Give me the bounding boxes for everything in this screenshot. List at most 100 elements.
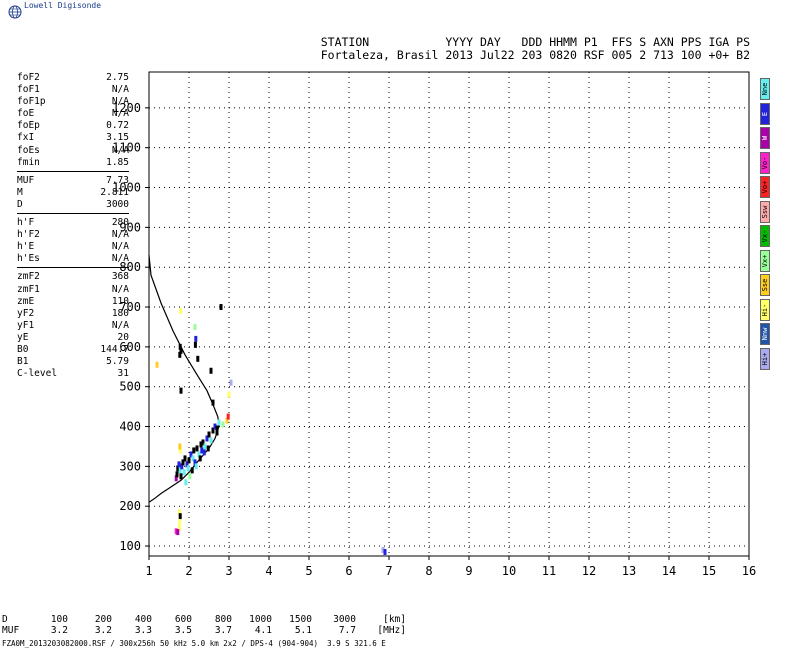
table-cell: 1500 [289, 614, 312, 625]
echo-point [195, 445, 199, 452]
echo-point [205, 435, 209, 442]
logo [8, 4, 22, 23]
echo-point [179, 347, 183, 354]
legend-item: Hi+ [760, 347, 770, 370]
x-tick-label: 3 [225, 564, 232, 578]
param-row: h'F2 N/A [17, 229, 129, 241]
legend-item: Hi- [760, 298, 770, 321]
param-row: foE N/A [17, 108, 129, 120]
echo-point [200, 447, 204, 454]
table-cell: 100 [50, 614, 68, 625]
param-label: foF1 [17, 84, 40, 96]
param-group-frequencies: foF2 2.75 foF1 N/A foF1p N/A foE N/A foEp 0.72 fxI… [17, 72, 129, 169]
y-tick-label: 300 [119, 459, 141, 473]
echo-point [217, 419, 221, 426]
param-row: M 2.811 [17, 187, 129, 199]
table-cell: 3.3 [134, 625, 152, 636]
table-cell: 3000 [333, 614, 356, 625]
legend-label: Vo+ [761, 180, 769, 194]
legend-item: Vo- [760, 151, 770, 174]
param-label: C-level [17, 368, 58, 380]
polarization-legend: Nne E W Vo- Vo+ Ssw Vx- Vx+ Sse Hi- Nnw Hi+ [760, 78, 772, 372]
echo-point [196, 355, 200, 362]
echo-point [213, 423, 217, 430]
echo-point [219, 304, 223, 311]
param-label: zmF1 [17, 283, 40, 295]
echo-point [383, 549, 387, 556]
echo-point [177, 509, 181, 516]
echo-point [188, 473, 192, 480]
y-tick-label: 1100 [112, 141, 141, 155]
table-unit: [MHz] [377, 625, 406, 636]
y-tick-label: 700 [119, 300, 141, 314]
legend-label: Nne [761, 82, 769, 96]
param-group-heights: h'F 280 h'F2 N/A h'E N/A h'Es N/A [17, 217, 129, 265]
echo-point [215, 429, 219, 436]
legend-label: Vx- [761, 229, 769, 243]
echo-point [211, 427, 215, 434]
echo-point [175, 471, 179, 478]
x-tick-label: 16 [742, 564, 756, 578]
echo-point [199, 441, 203, 448]
param-value: 2.75 [106, 72, 129, 83]
param-label: fmin [17, 156, 40, 168]
table-cell: 5.1 [294, 625, 312, 636]
table-cell: 4.1 [254, 625, 272, 636]
legend-item: Nne [760, 78, 770, 100]
param-label: foEp [17, 120, 40, 132]
param-value: 3.15 [106, 132, 129, 144]
legend-item: Vo+ [760, 176, 770, 198]
table-cell: 400 [134, 614, 152, 625]
x-tick-label: 11 [542, 564, 556, 578]
x-tick-label: 2 [185, 564, 192, 578]
parameter-panel: foF2 2.75 foF1 N/A foF1p N/A foE N/A foEp 0.72 fxI… [17, 72, 129, 380]
echo-point [206, 445, 210, 452]
param-label: B1 [17, 356, 29, 368]
param-value: 280 [111, 217, 129, 229]
x-tick-label: 9 [465, 564, 472, 578]
legend-label: Hi+ [761, 352, 769, 365]
echo-point [197, 451, 201, 458]
echo-point [178, 351, 182, 358]
param-value: N/A [111, 229, 129, 241]
x-tick-label: 10 [502, 564, 516, 578]
table-row-label: MUF [2, 625, 20, 636]
echo-point [226, 413, 230, 420]
legend-label: E [761, 111, 769, 116]
param-group-muf: MUF 7.73 M 2.811 D 3000 [17, 175, 129, 211]
x-tick-label: 13 [622, 564, 636, 578]
echo-point [187, 457, 191, 464]
y-tick-label: 100 [119, 539, 141, 553]
param-value: N/A [111, 241, 129, 253]
table-cell: 3.5 [174, 625, 192, 636]
param-value: N/A [111, 283, 129, 295]
table-cell: 3.7 [214, 625, 232, 636]
param-value: N/A [111, 96, 129, 108]
header-labels: STATION YYYY DAY DDD HHMM P1 FFS S AXN P… [320, 35, 750, 49]
param-value: 1.85 [106, 156, 129, 168]
param-row: fxI 3.15 [17, 132, 129, 144]
echo-point [207, 431, 211, 438]
param-label: foF2 [17, 72, 40, 83]
param-label: yE [17, 331, 29, 343]
legend-item: Ssw [760, 200, 770, 223]
echo-point [174, 528, 178, 535]
echo-point [189, 451, 193, 458]
echo-point [381, 547, 385, 554]
globe-icon [8, 5, 22, 19]
legend-item: W [760, 127, 770, 149]
header-values: Fortaleza, Brasil 2013 Jul22 203 0820 RS… [320, 48, 750, 62]
x-tick-label: 15 [702, 564, 716, 578]
legend-label: Sse [761, 278, 769, 292]
param-value: 20 [117, 331, 129, 343]
y-tick-label: 800 [119, 260, 141, 274]
electron-density-profile [148, 255, 220, 503]
plot-frame [148, 71, 750, 557]
param-label: h'F2 [17, 229, 40, 241]
divider [17, 267, 129, 269]
param-label: yF2 [17, 307, 35, 319]
echo-point [179, 387, 183, 394]
echo-point [178, 513, 182, 520]
echo-point [182, 469, 186, 476]
